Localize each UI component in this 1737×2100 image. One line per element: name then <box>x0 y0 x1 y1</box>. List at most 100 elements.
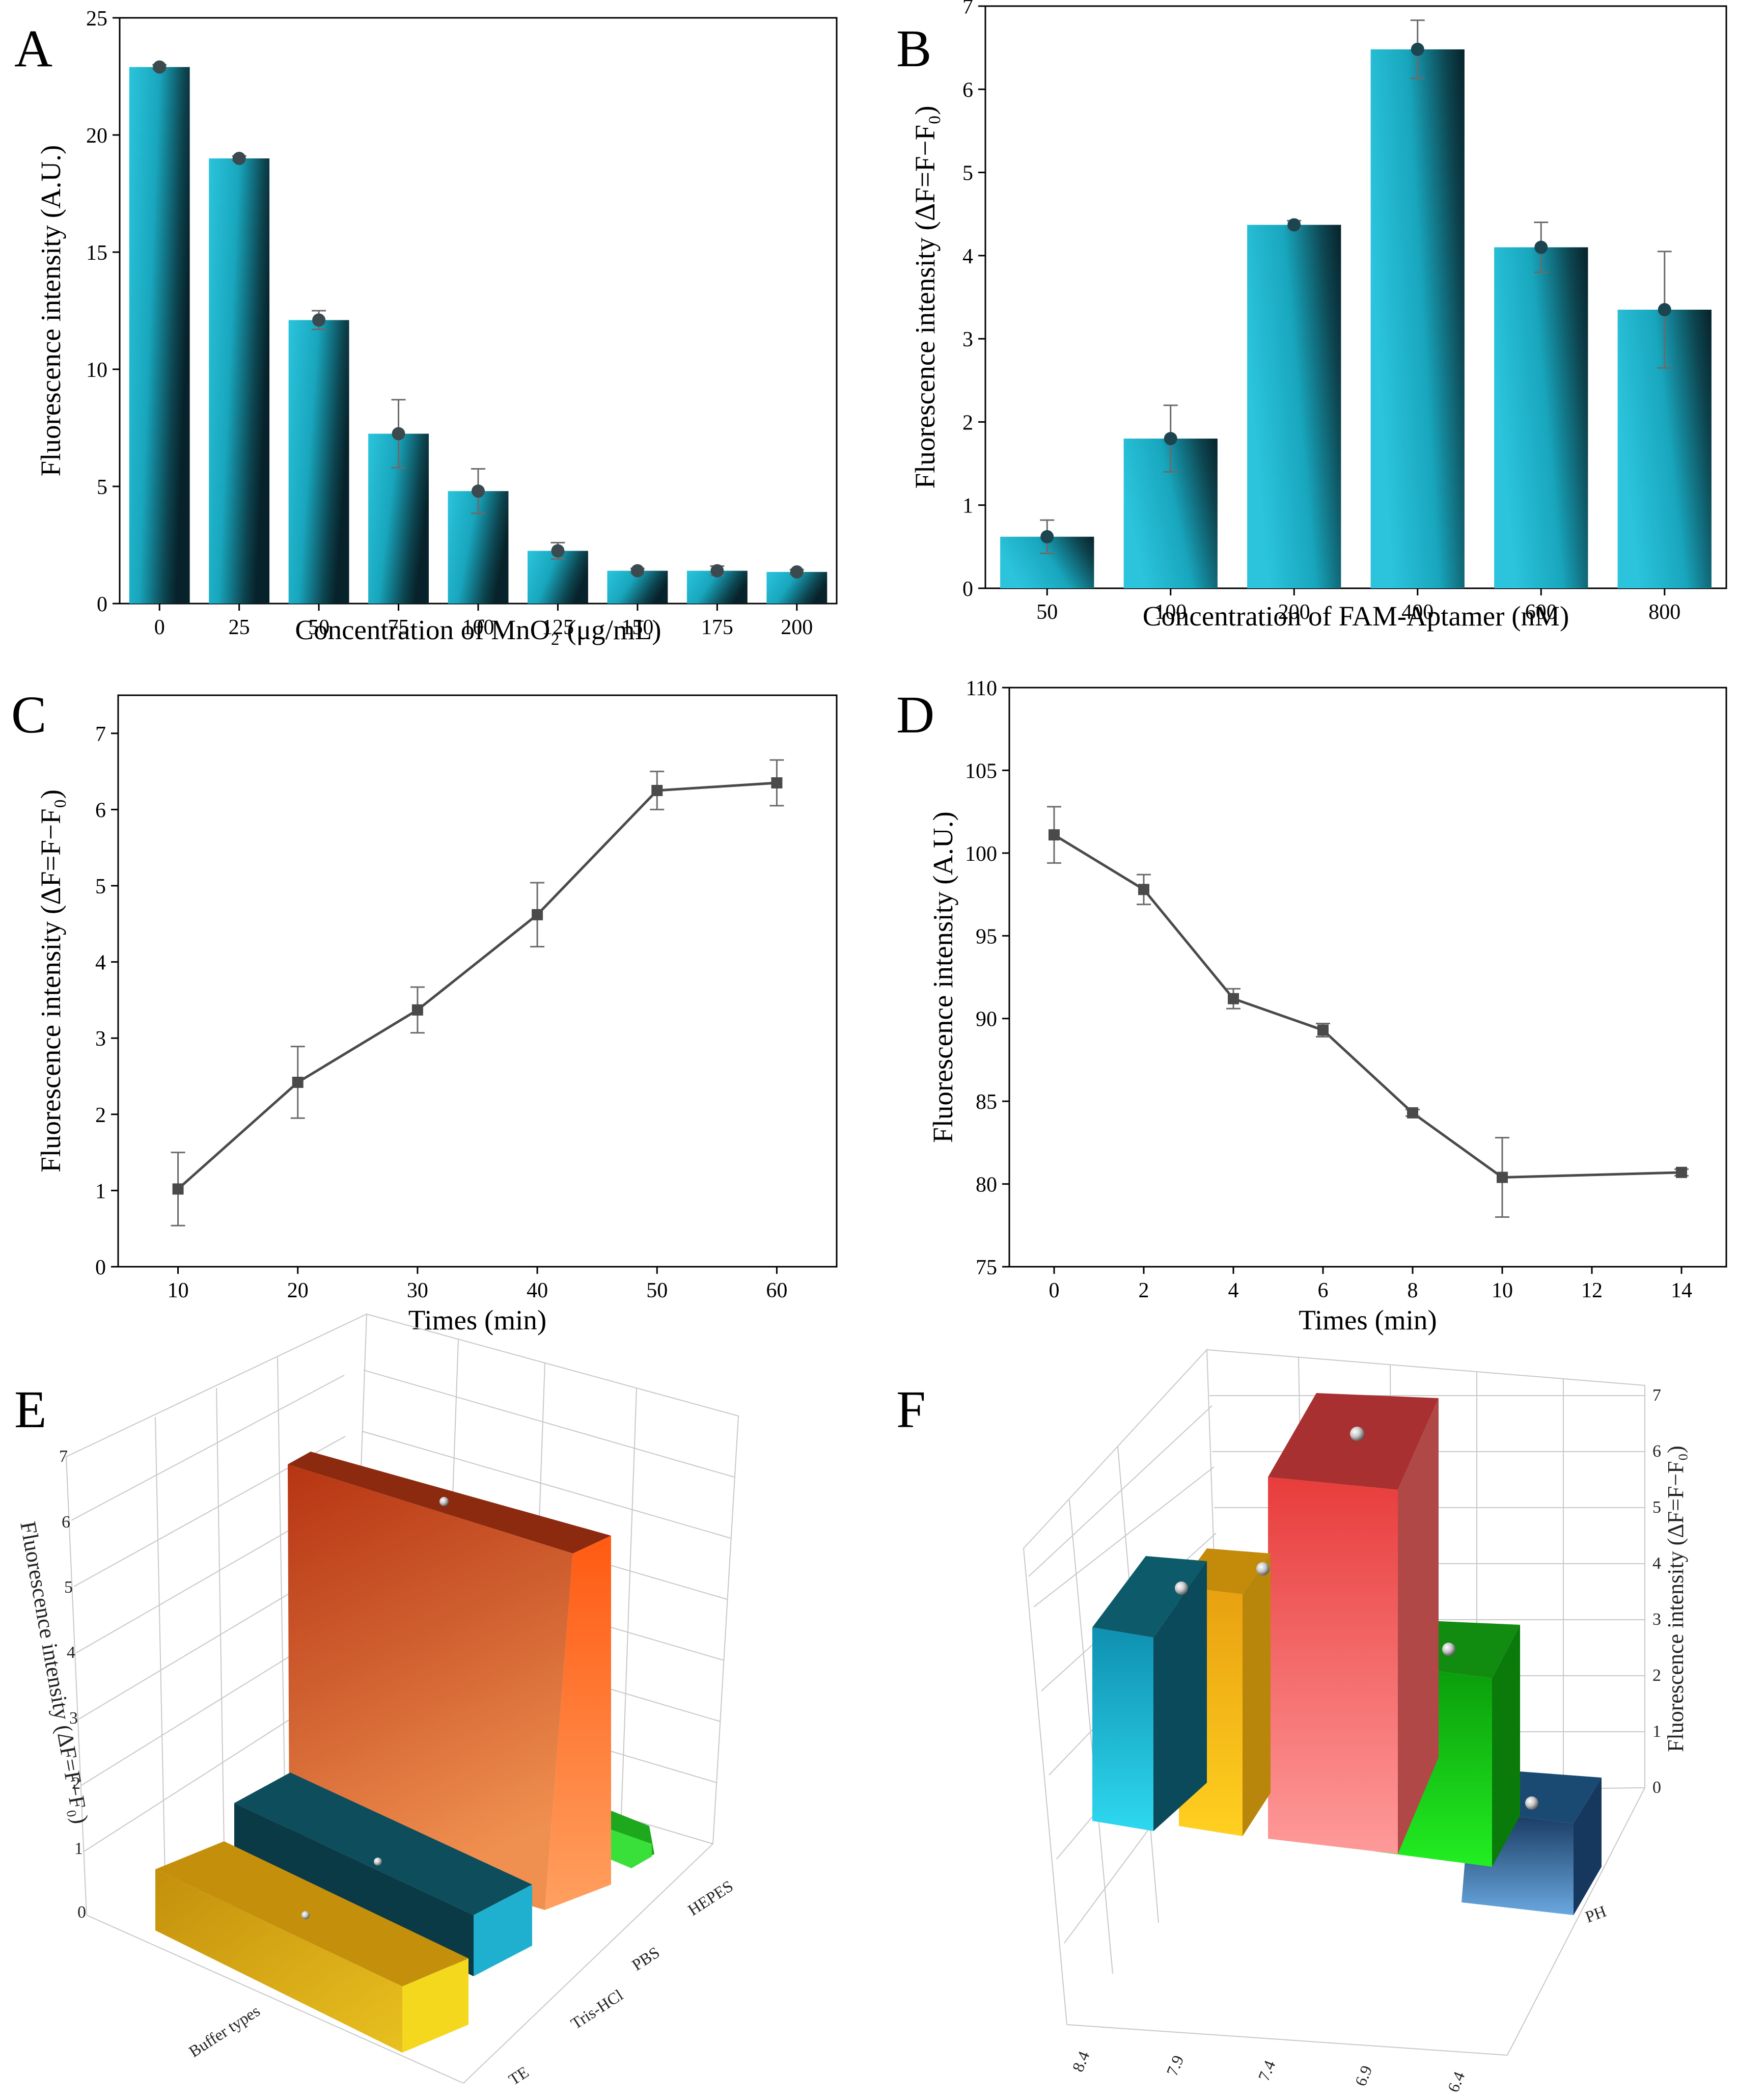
data-point-30 <box>411 1004 423 1016</box>
data-point-800 <box>1658 303 1671 316</box>
data-point-50 <box>1040 530 1054 543</box>
y-tick-label: 105 <box>965 759 997 783</box>
panel-letter-f: F <box>896 1380 926 1439</box>
data-point-400 <box>1411 42 1424 56</box>
data-point-4 <box>1228 993 1239 1004</box>
e-marker-tris-hcl <box>374 1858 382 1866</box>
f-z-ticks: 0 1 2 3 4 5 6 7 <box>1652 1386 1661 1797</box>
x-tick-label: 50 <box>308 616 329 639</box>
f-bar-8-4 <box>1092 1556 1207 1831</box>
bar-50 <box>288 320 349 604</box>
f-ztick: 1 <box>1652 1722 1661 1741</box>
bar-400 <box>1370 49 1465 588</box>
data-point-150 <box>630 564 644 578</box>
x-tick-label: 0 <box>154 616 165 639</box>
y-tick-label: 15 <box>86 241 107 265</box>
y-tick-label: 80 <box>976 1174 997 1197</box>
chart-f: 0 1 2 3 4 5 6 7 Fluorescence intensity (… <box>1023 1348 1688 2095</box>
x-tick-label: 20 <box>287 1279 309 1302</box>
y-tick-label: 7 <box>95 723 106 746</box>
e-ztick: 7 <box>59 1447 68 1466</box>
data-point-200 <box>1287 218 1301 232</box>
e-category-pbs: PBS <box>628 1943 663 1974</box>
y-tick-label: 10 <box>86 359 107 382</box>
data-point-200 <box>790 565 804 579</box>
plot-frame <box>1008 687 1727 1268</box>
x-tick-label: 8 <box>1408 1279 1418 1302</box>
x-tick-label: 10 <box>1492 1279 1513 1302</box>
y-tick-label: 0 <box>95 1256 106 1279</box>
e-bar-te <box>155 1841 468 2053</box>
y-tick-label: 6 <box>95 799 106 822</box>
data-point-14 <box>1676 1166 1687 1178</box>
y-axis-label: Fluorescence intensity (ΔF=F−F₀) <box>909 105 941 488</box>
data-point-50 <box>312 313 326 327</box>
f-y-axis-label: Fluorescence intensity (ΔF=F−F₀) <box>1663 1446 1688 1752</box>
x-tick-label: 200 <box>1278 601 1310 624</box>
data-point-8 <box>1407 1107 1418 1119</box>
y-tick-label: 3 <box>95 1027 106 1051</box>
e-category-te: TE <box>505 2062 532 2088</box>
x-axis-label: Concentration of FAM-Aptamer (nM) <box>1143 601 1569 632</box>
e-ztick: 3 <box>69 1709 78 1728</box>
y-tick-label: 90 <box>976 1008 997 1031</box>
chart-a: 0 5 10 15 20 25 Fluorescence intensity (A.U.) C… <box>35 7 838 645</box>
e-x-axis-label: Buffer types <box>185 2001 263 2061</box>
y-tick-label: 2 <box>95 1104 106 1127</box>
e-marker-pbs <box>439 1497 449 1506</box>
e-bar-hepes <box>597 1811 654 1868</box>
x-tick-label: 25 <box>229 616 250 639</box>
f-ztick: 0 <box>1652 1778 1661 1797</box>
e-y-axis-label: Fluorescence intensity (ΔF=F−F₀) <box>15 1519 93 1825</box>
bar-200 <box>1247 225 1341 589</box>
panel-letter-c: C <box>11 686 46 744</box>
f-ztick: 7 <box>1652 1386 1661 1405</box>
e-category-tris-hcl: Tris-HCl <box>567 1985 626 2033</box>
f-marker-8-4 <box>1175 1581 1188 1595</box>
y-tick-label: 7 <box>962 0 973 19</box>
f-z-axis-label: PH <box>1583 1902 1609 1926</box>
x-tick-label: 12 <box>1581 1279 1603 1302</box>
x-tick-label: 50 <box>646 1279 668 1302</box>
y-tick-label: 85 <box>976 1090 997 1114</box>
x-tick-label: 30 <box>407 1279 428 1302</box>
e-ztick: 2 <box>72 1774 80 1793</box>
f-category-6-4: 6.4 <box>1444 2069 1468 2095</box>
x-tick-label: 100 <box>1154 601 1187 624</box>
y-tick-label: 1 <box>95 1180 106 1203</box>
chart-b: 0 1 2 3 4 5 6 7 Fluorescence intensity (ΔF=F−F₀)… <box>909 0 1727 632</box>
y-tick-label: 4 <box>962 245 973 268</box>
data-point-25 <box>232 152 246 165</box>
y-tick-label: 100 <box>965 842 997 866</box>
e-bar-pbs <box>288 1452 611 1910</box>
y-tick-label: 110 <box>966 677 997 700</box>
f-category-6-9: 6.9 <box>1351 2063 1375 2089</box>
data-point-10 <box>1497 1171 1508 1183</box>
e-ztick: 6 <box>62 1513 70 1532</box>
x-tick-label: 6 <box>1318 1279 1329 1302</box>
plot-frame <box>117 694 838 1268</box>
y-tick-label: 5 <box>97 476 107 499</box>
data-point-2 <box>1138 884 1149 895</box>
f-marker-6-4 <box>1525 1796 1538 1810</box>
x-tick-label: 200 <box>781 616 813 639</box>
data-point-125 <box>551 544 565 558</box>
series-line <box>177 781 777 1190</box>
e-marker-te <box>301 1911 310 1919</box>
x-axis-label: Concentration of MnO₂ (μg/mL) <box>295 614 661 645</box>
panel-letter-a: A <box>14 19 52 78</box>
f-marker-7-4 <box>1350 1427 1364 1441</box>
f-ztick: 3 <box>1652 1610 1661 1629</box>
x-tick-label: 2 <box>1139 1279 1149 1302</box>
x-tick-label: 40 <box>527 1279 548 1302</box>
data-point-75 <box>392 427 405 441</box>
data-point-10 <box>172 1183 184 1195</box>
f-ztick: 6 <box>1652 1442 1661 1461</box>
x-tick-label: 125 <box>542 616 574 639</box>
e-ztick: 4 <box>67 1643 75 1662</box>
e-ztick: 0 <box>77 1903 86 1922</box>
x-tick-label: 50 <box>1036 601 1058 624</box>
x-tick-label: 4 <box>1228 1279 1239 1302</box>
e-ztick: 5 <box>64 1578 73 1597</box>
